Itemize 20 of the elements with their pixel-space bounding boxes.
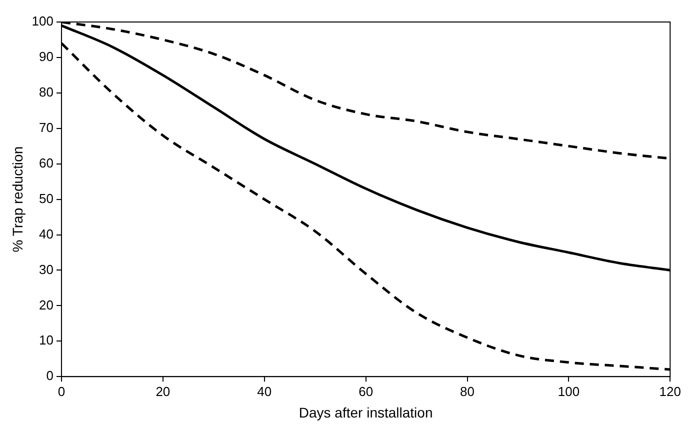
y-tick-label: 70 xyxy=(39,120,54,135)
y-tick-label: 100 xyxy=(32,14,54,29)
x-tick-label: 20 xyxy=(156,384,170,399)
x-tick-label: 80 xyxy=(460,384,474,399)
y-tick-label: 90 xyxy=(39,49,54,64)
x-tick-label: 40 xyxy=(257,384,272,399)
x-axis-title: Days after installation xyxy=(298,404,433,420)
x-tick-label: 100 xyxy=(558,384,580,399)
x-tick-label: 60 xyxy=(358,384,374,399)
x-tick-label: 120 xyxy=(659,384,682,399)
y-tick-label: 60 xyxy=(39,155,54,170)
y-tick-label: 40 xyxy=(39,226,54,242)
x-tick-label: 0 xyxy=(58,384,66,399)
y-tick-label: 0 xyxy=(46,368,54,384)
y-axis-title: % Trap reduction xyxy=(9,146,26,252)
y-tick-label: 30 xyxy=(39,262,54,277)
y-tick-label: 10 xyxy=(39,332,54,348)
y-tick-label: 50 xyxy=(39,190,54,206)
y-tick-label: 20 xyxy=(39,297,54,312)
y-tick-label: 80 xyxy=(39,84,54,100)
